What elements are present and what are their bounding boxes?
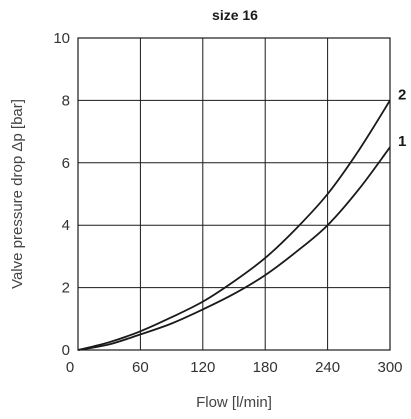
- chart-title: size 16: [212, 7, 258, 23]
- series-line-2: [77, 99, 391, 351]
- series-line-1: [77, 146, 391, 351]
- x-tick-label: 120: [190, 359, 215, 376]
- series-label-2: 2: [398, 86, 406, 103]
- y-tick-label: 0: [62, 342, 70, 359]
- x-tick-labels: 0 60 120 180 240 300: [66, 359, 403, 376]
- y-tick-label: 8: [62, 92, 70, 109]
- series-label-1: 1: [398, 133, 406, 150]
- x-tick-label: 300: [377, 359, 402, 376]
- x-tick-label: 60: [132, 359, 149, 376]
- x-tick-label: 0: [66, 359, 74, 376]
- x-tick-label: 240: [315, 359, 340, 376]
- y-tick-label: 2: [62, 280, 70, 297]
- curves: [77, 99, 391, 351]
- y-tick-labels: 0 2 4 6 8 10: [53, 30, 70, 359]
- x-axis-label: Flow [l/min]: [196, 394, 272, 411]
- grid: [77, 37, 391, 351]
- y-tick-label: 4: [62, 217, 70, 234]
- series-labels: 12: [398, 86, 406, 150]
- y-tick-label: 6: [62, 155, 70, 172]
- x-tick-label: 180: [253, 359, 278, 376]
- y-axis-label: Valve pressure drop Δp [bar]: [9, 99, 26, 289]
- plot-frame: [77, 37, 391, 351]
- y-tick-label: 10: [53, 30, 70, 47]
